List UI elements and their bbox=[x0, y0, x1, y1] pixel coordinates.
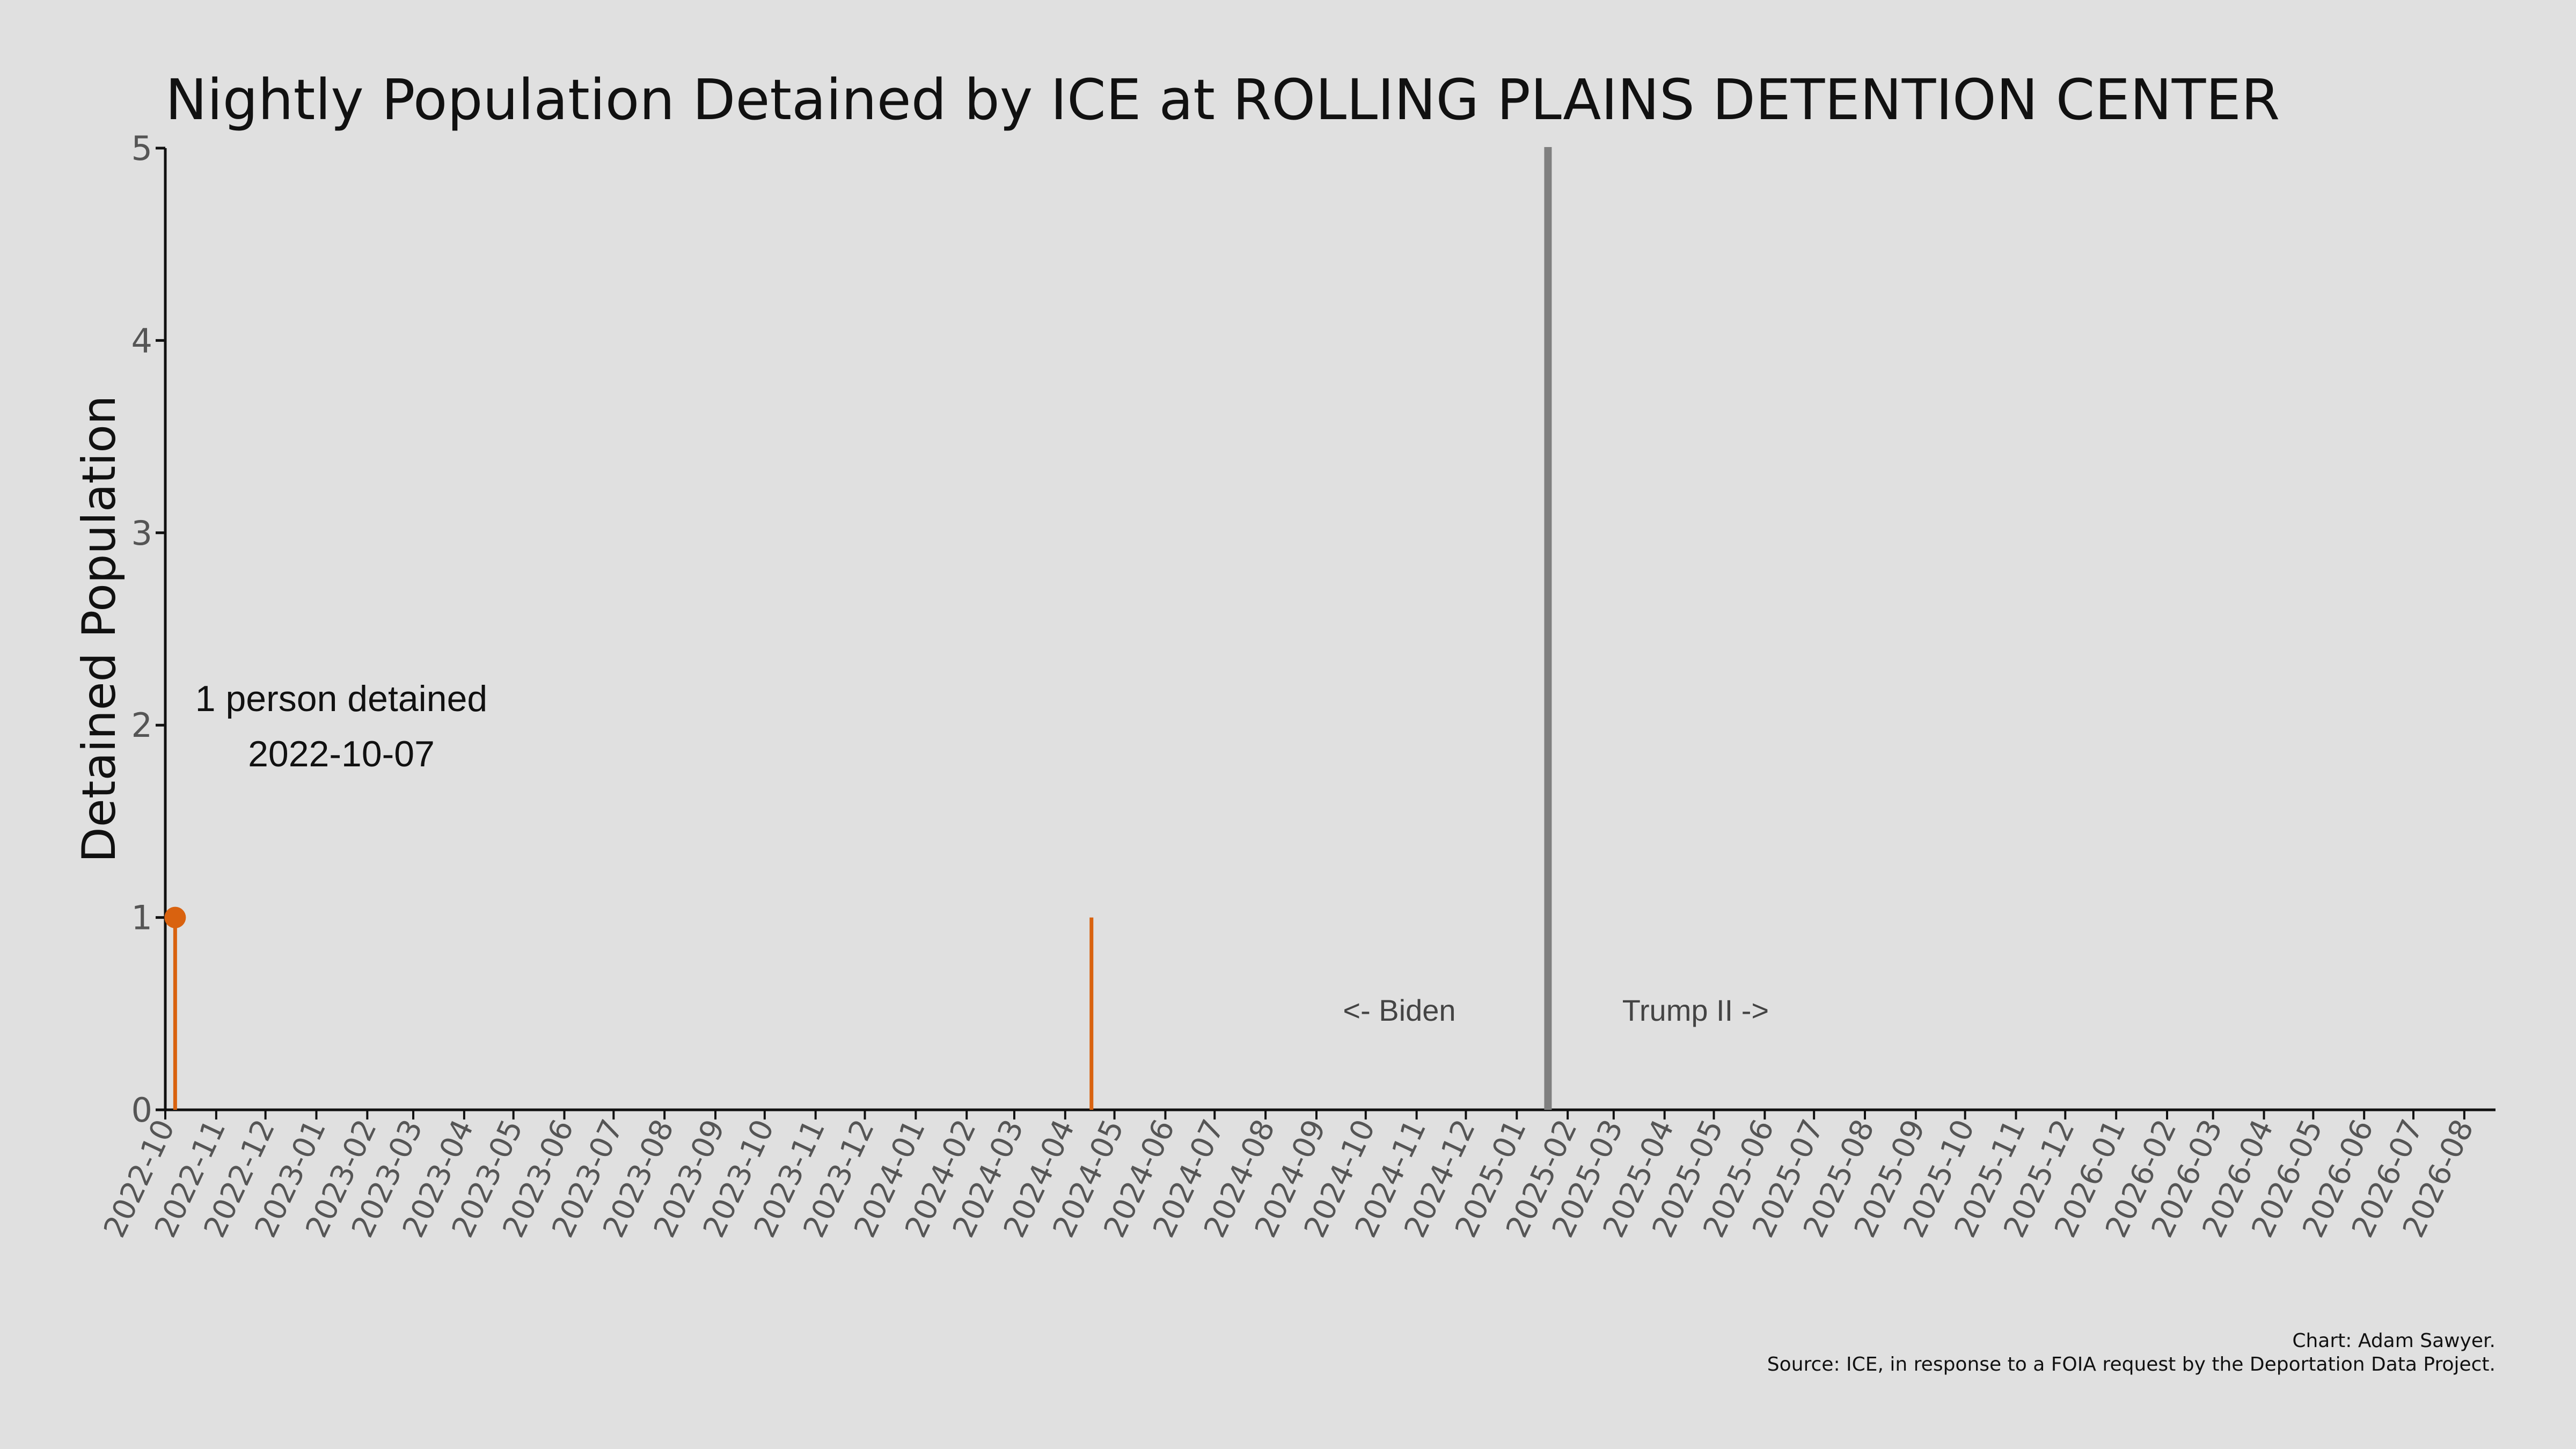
era-label-biden: <- Biden bbox=[1343, 993, 1455, 1027]
chart-title: Nightly Population Detained by ICE at RO… bbox=[165, 67, 2280, 133]
series-layer bbox=[164, 906, 1094, 1110]
y-tick-label: 5 bbox=[131, 129, 152, 168]
y-tick-label: 2 bbox=[131, 706, 152, 745]
y-tick-label: 4 bbox=[131, 321, 152, 360]
highlight-point bbox=[164, 906, 186, 928]
y-tick-label: 0 bbox=[131, 1091, 152, 1130]
annotation-line-1: 1 person detained bbox=[195, 678, 487, 719]
y-tick-label: 3 bbox=[131, 514, 152, 553]
y-tick-label: 1 bbox=[131, 898, 152, 938]
y-axis-label: Detained Population bbox=[72, 396, 126, 863]
footer-credit: Chart: Adam Sawyer. bbox=[2292, 1330, 2496, 1352]
y-axis-ticks: 0 1 2 3 4 5 bbox=[131, 129, 165, 1130]
x-axis-ticks: 2022-102022-112022-122023-012023-022023-… bbox=[97, 1110, 2481, 1243]
annotation-line-2: 2022-10-07 bbox=[248, 734, 435, 774]
footer-source: Source: ICE, in response to a FOIA reque… bbox=[1767, 1353, 2496, 1375]
era-label-trump: Trump II -> bbox=[1622, 993, 1769, 1027]
